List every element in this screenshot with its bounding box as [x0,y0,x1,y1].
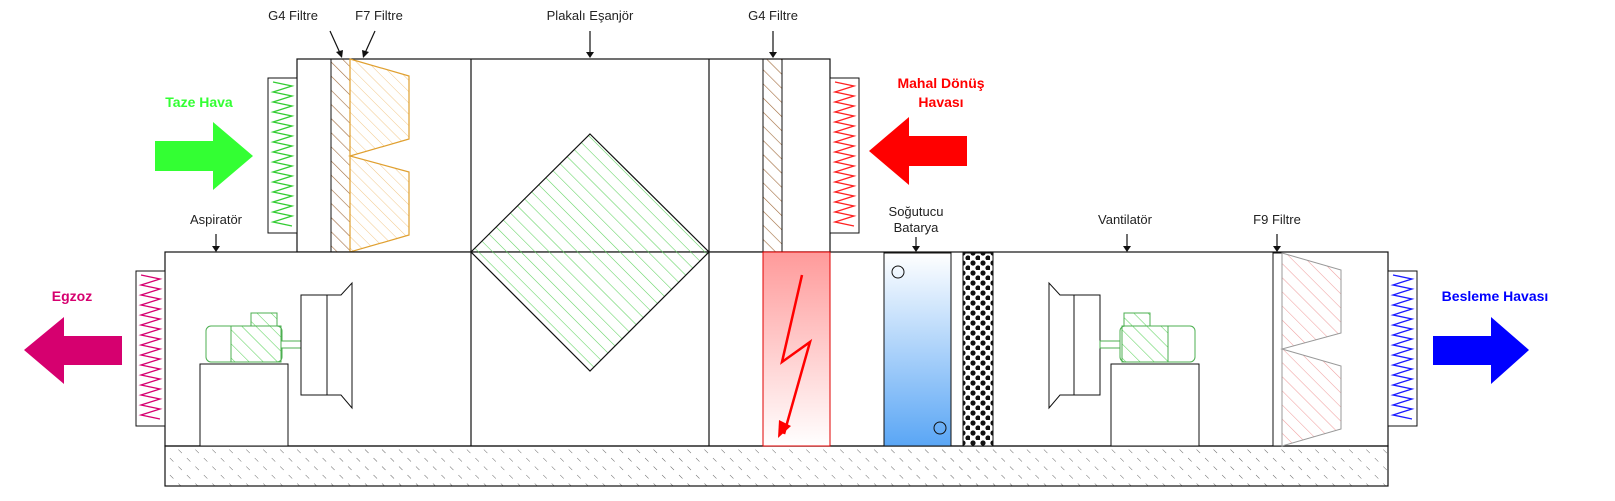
electric-heater [762,251,831,447]
supply-grille [1387,270,1418,427]
f9-pointer-head [1273,246,1281,252]
g4-filter-right-label: G4 Filtre [748,8,798,23]
exchanger-pointer-head [586,52,594,58]
aspirator-pointer-head [212,246,220,252]
return-air-label-1: Mahal Dönüş [897,75,984,91]
f7-bag-filter [347,58,410,253]
base-frame [164,445,1389,487]
supply-fan [1048,281,1200,447]
exhaust-label: Egzoz [52,288,92,304]
g4-filter-left-label: G4 Filtre [268,8,318,23]
plate-heat-exchanger [470,133,710,372]
g4-right-pointer-head [769,52,777,58]
exhaust-arrow [24,317,122,384]
return-air-arrow [869,117,967,185]
exhaust-grille [135,270,166,427]
supply-air-arrow [1433,317,1529,384]
f7-filter-label: F7 Filtre [355,8,403,23]
g4-filter-right [762,58,783,253]
fan-label: Vantilatör [1098,212,1153,227]
coil-pointer-head [912,246,920,252]
return-air-grille [829,77,860,234]
supply-air-label: Besleme Havası [1442,288,1549,304]
f7-pointer [364,30,376,54]
aspirator-label: Aspiratör [190,212,243,227]
fresh-air-arrow [155,122,253,190]
return-air-label-2: Havası [918,94,963,110]
g4-left-pointer [329,30,341,54]
f7-pointer-head [362,50,369,58]
plate-exchanger-label: Plakalı Eşanjör [547,8,634,23]
f9-bag-filter [1272,252,1342,447]
aspirator-fan [199,281,353,447]
g4-filter-left [330,58,351,253]
fresh-air-label: Taze Hava [165,94,233,110]
cooling-coil-label-2: Batarya [894,220,940,235]
f9-filter-label: F9 Filtre [1253,212,1301,227]
cooling-coil-label-1: Soğutucu [889,204,944,219]
fresh-air-grille [267,77,298,234]
g4-left-pointer-head [336,50,343,58]
droplet-eliminator [962,252,994,447]
fan-pointer-head [1123,246,1131,252]
cooling-coil [883,252,952,447]
